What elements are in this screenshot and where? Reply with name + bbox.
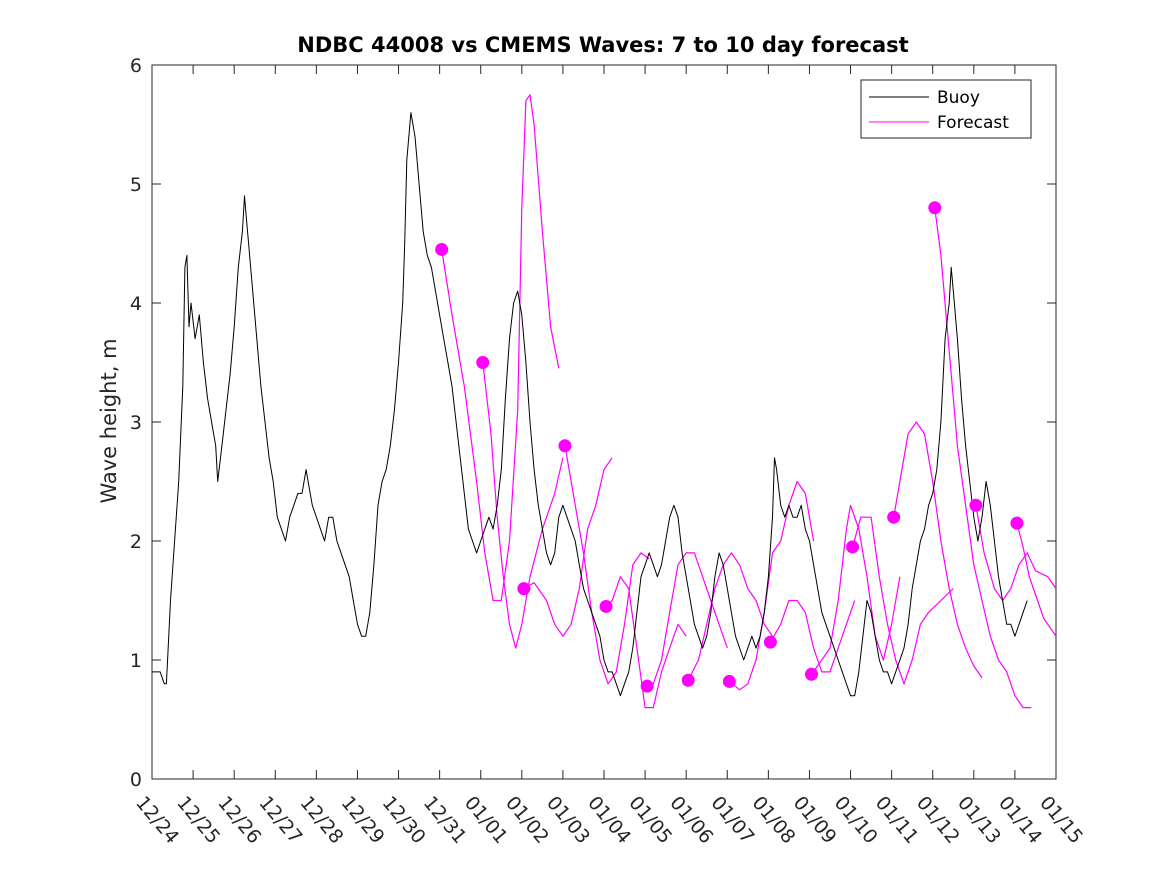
x-tick-label: 01/07 [706, 792, 758, 848]
x-tick-label: 01/08 [748, 792, 800, 848]
y-tick-label: 1 [130, 650, 142, 672]
forecast-line [975, 505, 1057, 602]
forecast-line [852, 516, 954, 685]
x-tick-label: 01/05 [624, 792, 676, 848]
y-tick-label: 3 [130, 412, 142, 434]
buoy-line [152, 112, 1028, 697]
forecast-marker [681, 673, 695, 687]
forecast-line [441, 94, 560, 602]
forecast-line [687, 552, 773, 681]
forecast-marker [640, 679, 654, 693]
y-tick-label: 0 [130, 769, 142, 791]
legend: Buoy Forecast [860, 79, 1032, 139]
y-tick-label: 4 [130, 293, 142, 315]
y-tick-label: 5 [130, 174, 142, 196]
forecast-markers [435, 201, 1024, 693]
legend-buoy-label: Buoy [937, 88, 980, 108]
x-tick-label: 12/29 [337, 792, 389, 848]
forecast-line [523, 457, 613, 637]
forecast-line [934, 207, 1032, 709]
y-tick-label: 6 [130, 55, 142, 77]
y-axis-label: Wave height, m [97, 338, 121, 503]
forecast-marker [763, 635, 777, 649]
y-tick-label: 2 [130, 531, 142, 553]
forecast-marker [435, 242, 449, 256]
forecast-line [769, 599, 856, 673]
forecast-line [728, 480, 815, 691]
x-tick-label: 12/31 [419, 792, 471, 848]
x-tick-label: 12/28 [296, 792, 348, 848]
y-tick-labels: 0 1 2 3 4 5 6 [130, 55, 142, 791]
x-tick-label: 12/26 [213, 792, 265, 848]
x-tick-label: 01/02 [501, 792, 553, 848]
x-tick-labels: 12/2412/2512/2612/2712/2812/2912/3012/31… [131, 792, 1087, 848]
forecast-marker [969, 498, 983, 512]
x-tick-label: 01/04 [583, 792, 635, 848]
legend-forecast-label: Forecast [937, 113, 1009, 133]
forecast-line [646, 552, 728, 687]
x-tick-label: 01/13 [953, 792, 1005, 848]
forecast-marker [517, 582, 531, 596]
forecast-line [482, 362, 564, 649]
x-tick-label: 01/15 [1035, 792, 1087, 848]
x-tick-label: 12/27 [254, 792, 306, 848]
forecast-marker [558, 439, 572, 453]
forecast-marker [928, 201, 942, 215]
forecast-marker [887, 510, 901, 524]
x-tick-label: 01/01 [460, 792, 512, 848]
forecast-marker [476, 356, 490, 369]
series-layer [152, 94, 1057, 709]
forecast-line [811, 504, 901, 675]
x-tick-label: 01/03 [542, 792, 594, 848]
x-tick-label: 01/09 [789, 792, 841, 848]
forecast-marker [805, 667, 819, 681]
forecast-line [893, 421, 983, 679]
forecast-line [1016, 522, 1057, 637]
x-tick-label: 12/24 [131, 792, 183, 848]
forecast-line [564, 445, 650, 685]
x-tick-label: 01/14 [994, 792, 1046, 848]
x-tick-label: 01/11 [871, 792, 923, 848]
forecast-line [605, 576, 687, 709]
forecast-marker [599, 599, 613, 613]
forecast-marker [846, 540, 860, 554]
chart-title: NDBC 44008 vs CMEMS Waves: 7 to 10 day f… [297, 33, 908, 57]
x-tick-label: 01/10 [830, 792, 882, 848]
x-tick-label: 12/25 [172, 792, 224, 848]
x-tick-label: 01/06 [665, 792, 717, 848]
x-tick-label: 01/12 [912, 792, 964, 848]
forecast-marker [722, 674, 736, 688]
forecast-marker [1010, 516, 1024, 530]
legend-box [860, 79, 1032, 139]
x-tick-label: 12/30 [378, 792, 430, 848]
axis-ticks [151, 64, 1057, 780]
